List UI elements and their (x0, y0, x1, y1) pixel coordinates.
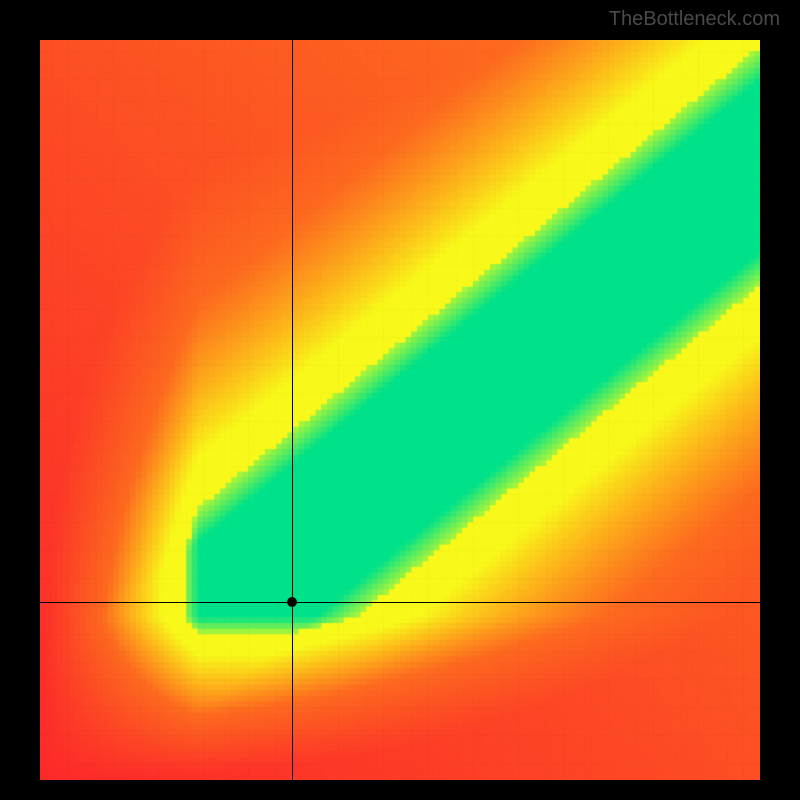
crosshair-vertical-line (292, 40, 293, 780)
heatmap-plot-area (40, 40, 760, 780)
crosshair-marker-dot (287, 597, 297, 607)
crosshair-horizontal-line (40, 602, 760, 603)
bottleneck-heatmap-canvas (40, 40, 760, 780)
watermark-text: TheBottleneck.com (609, 8, 780, 31)
